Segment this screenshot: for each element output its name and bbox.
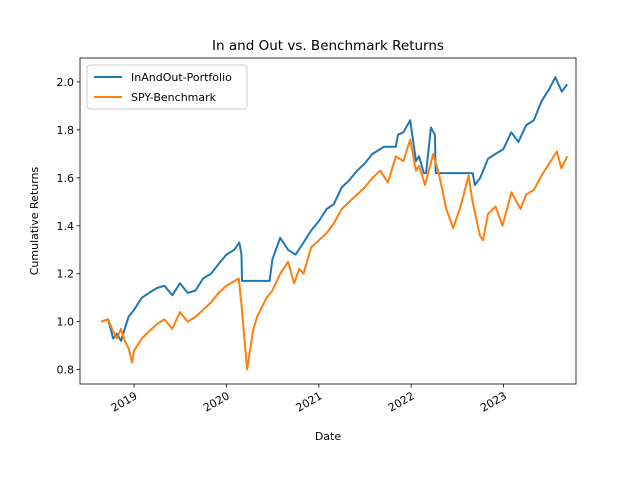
legend-box <box>86 64 248 110</box>
y-tick-label: 2.0 <box>57 76 75 89</box>
plot-frame <box>79 57 577 385</box>
y-tick-label: 1.4 <box>57 220 75 233</box>
x-axis-label: Date <box>315 430 342 443</box>
legend-label: InAndOut-Portfolio <box>131 71 232 84</box>
legend: InAndOut-Portfolio SPY-Benchmark <box>86 64 248 110</box>
y-tick-label: 0.8 <box>57 364 75 377</box>
y-axis-label: Cumulative Returns <box>28 166 41 275</box>
chart-title: In and Out vs. Benchmark Returns <box>212 38 444 54</box>
series-line-inandout-portfolio <box>100 76 568 342</box>
y-tick-label: 1.8 <box>57 124 75 137</box>
series-line-spy-benchmark <box>100 138 569 371</box>
y-axis: 0.8 1.0 1.2 1.4 1.6 1.8 2.0 <box>57 76 80 377</box>
legend-label: SPY-Benchmark <box>131 91 217 104</box>
y-tick-label: 1.6 <box>57 172 75 185</box>
y-tick-label: 1.2 <box>57 268 75 281</box>
y-tick-label: 1.0 <box>57 316 75 329</box>
